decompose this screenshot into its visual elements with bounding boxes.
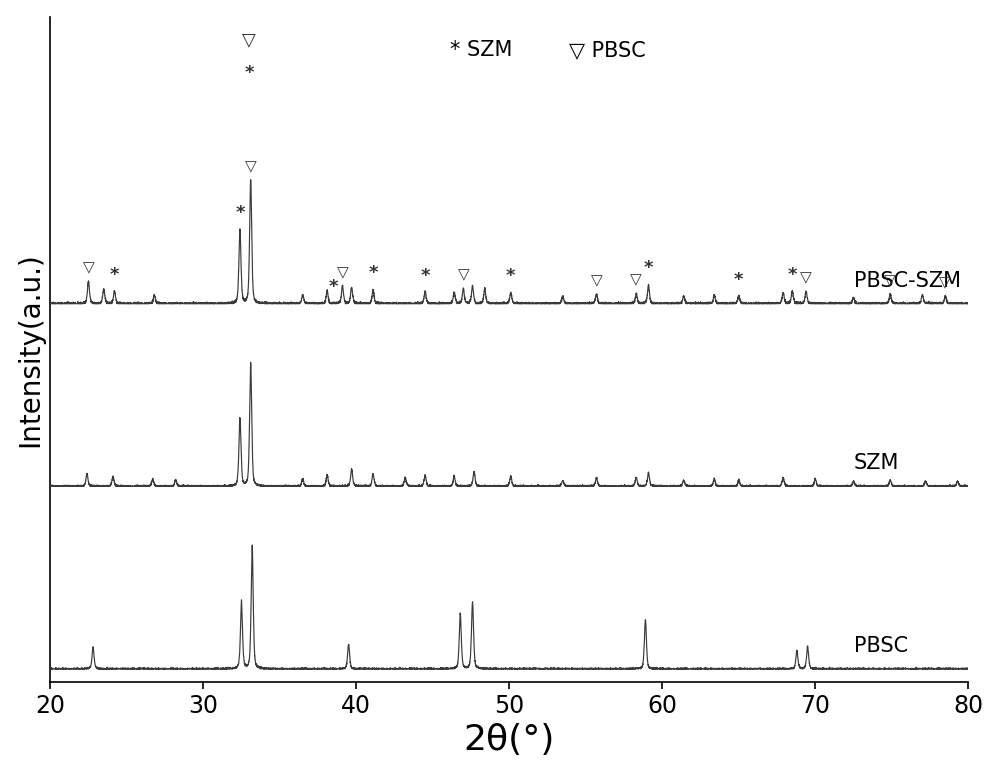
Text: ▽: ▽	[800, 271, 812, 286]
Text: *: *	[734, 271, 744, 289]
Text: ▽: ▽	[245, 159, 257, 174]
Text: *: *	[368, 264, 378, 282]
Text: PBSC: PBSC	[854, 636, 908, 656]
Y-axis label: Intensity(a.u.): Intensity(a.u.)	[17, 252, 45, 447]
Text: *: *	[329, 278, 338, 296]
Text: ▽: ▽	[337, 265, 348, 280]
Text: *: *	[110, 265, 119, 284]
Text: ▽: ▽	[591, 274, 602, 289]
Text: *: *	[235, 204, 245, 221]
Text: ▽: ▽	[939, 276, 951, 290]
Text: * SZM: * SZM	[450, 40, 512, 60]
Text: *: *	[788, 265, 797, 283]
Text: *: *	[506, 267, 516, 285]
Text: *: *	[420, 267, 430, 286]
Text: *: *	[244, 64, 254, 82]
Text: ▽: ▽	[884, 273, 896, 288]
Text: *: *	[644, 259, 653, 277]
X-axis label: 2θ(°): 2θ(°)	[464, 724, 555, 757]
Text: ▽ PBSC: ▽ PBSC	[569, 40, 646, 60]
Text: ▽: ▽	[242, 31, 256, 50]
Text: ▽: ▽	[630, 272, 642, 287]
Text: ▽: ▽	[83, 260, 94, 275]
Text: SZM: SZM	[854, 454, 899, 473]
Text: ▽: ▽	[457, 268, 469, 283]
Text: PBSC-SZM: PBSC-SZM	[854, 271, 961, 290]
